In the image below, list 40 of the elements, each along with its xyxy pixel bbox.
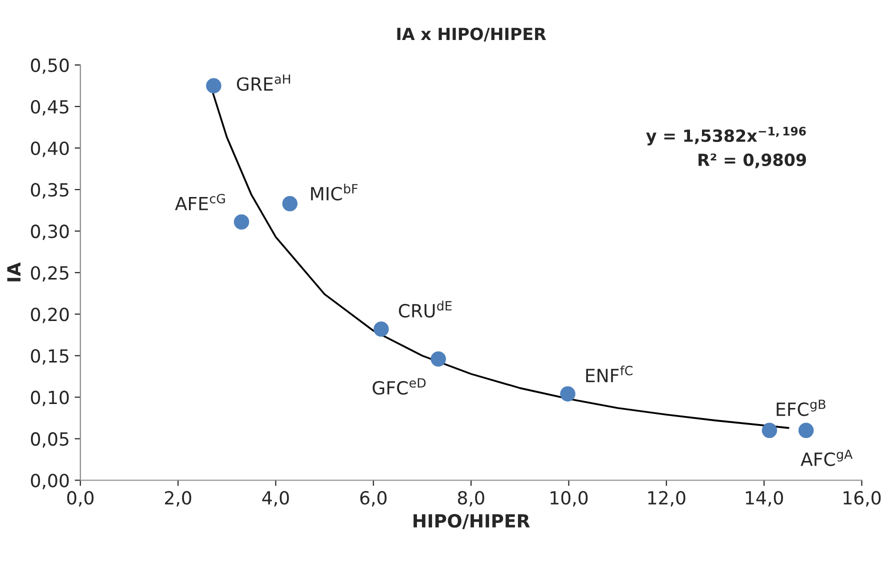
y-tick-label: 0,10 [30,390,69,406]
point [206,78,222,94]
x-tick-label: 16,0 [844,490,881,506]
x-tick-label: 8,0 [458,490,484,506]
annotation: EFC$^{gB}$ [776,400,826,416]
point [560,386,576,402]
y-tick-label: 0,30 [30,224,69,240]
chart-title: IA x HIPO/HIPER [397,28,546,42]
point [762,422,778,438]
y-tick-label: 0,15 [30,349,68,365]
y-tick-label: 0,50 [30,58,69,74]
point [234,214,250,230]
y-tick-label: 0,40 [30,141,69,157]
annotation: AFE$^{cG}$ [175,194,225,210]
y-axis-title: IA [7,262,20,282]
point [798,422,814,438]
y-tick-label: 0,45 [30,100,68,116]
annotation: GRE$^{aH}$ [236,74,290,91]
x-tick-label: 14,0 [746,490,783,506]
annotation: CRU$^{dE}$ [398,300,452,318]
x-tick-label: 10,0 [550,490,588,506]
annotation: GFC$^{eD}$ [372,378,426,395]
text: y = 1,5382x$^{−1,196}$ R² = 0,9809 [646,126,806,168]
point [430,351,446,367]
y-tick-label: 0,25 [30,266,68,282]
y-tick-label: 0,05 [30,432,68,448]
y-tick-label: 0,20 [30,308,69,324]
x-tick-label: 12,0 [648,490,686,506]
x-tick-label: 0,0 [67,490,94,506]
x-tick-label: 6,0 [360,490,387,506]
y-tick-label: 0,35 [30,183,68,199]
annotation: AFC$^{gA}$ [800,450,853,466]
x-tick-label: 4,0 [262,490,289,506]
x-axis-title: HIPO/HIPER [414,514,530,530]
point [282,196,298,212]
point [374,321,389,337]
x-tick-label: 2,0 [165,490,192,506]
annotation: ENF$^{fC}$ [586,366,632,382]
y-tick-label: 0,00 [30,474,69,490]
annotation: MIC$^{bF}$ [311,184,358,200]
